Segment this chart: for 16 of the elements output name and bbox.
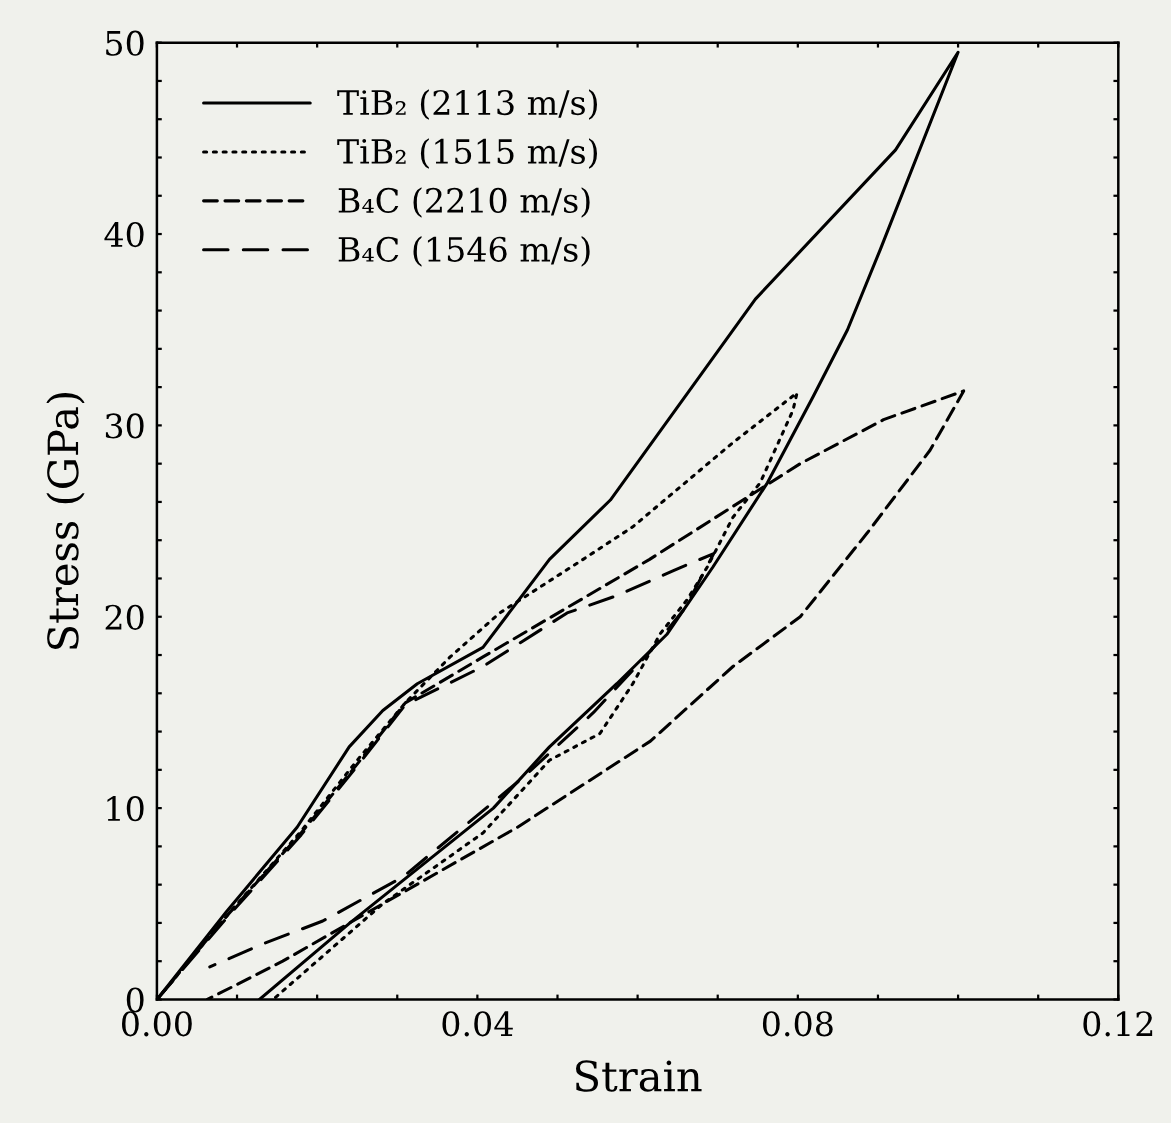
x-tick-label: 0.00 — [122, 1011, 192, 1037]
y-tick-label: 30 — [105, 413, 144, 439]
y-axis-title: Stress (GPa) — [46, 393, 85, 649]
x-axis-title: Strain — [576, 1060, 702, 1092]
x-tick-label: 0.04 — [442, 1011, 513, 1037]
x-tick-label: 0.12 — [1083, 1011, 1153, 1037]
y-tick-label: 20 — [105, 604, 144, 630]
x-tick-label: 0.08 — [762, 1011, 833, 1037]
y-tick-label: 50 — [106, 30, 144, 56]
legend-label: TiB₂ (2113 m/s) — [337, 89, 598, 120]
y-tick-label: 10 — [107, 796, 144, 822]
legend-label: B₄C (2210 m/s) — [338, 187, 590, 218]
legend-label: TiB₂ (1515 m/s) — [337, 138, 598, 169]
legend-label: B₄C (1546 m/s) — [338, 236, 590, 267]
y-tick-label: 0 — [126, 987, 144, 1013]
y-tick-label: 40 — [104, 221, 144, 248]
